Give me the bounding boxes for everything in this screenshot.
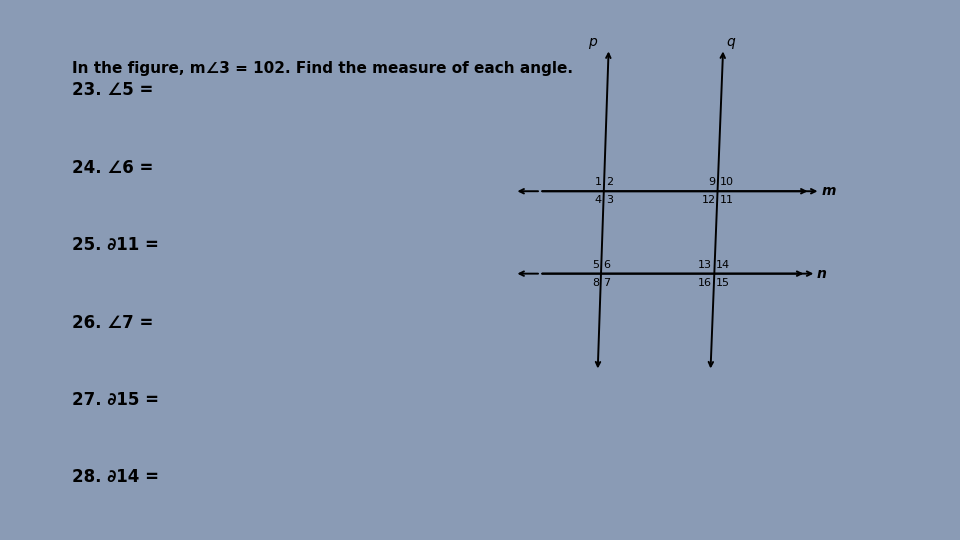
Text: 12: 12: [702, 195, 715, 205]
Text: 4: 4: [594, 195, 602, 205]
Text: n: n: [817, 267, 827, 281]
Text: 28. ∂14 =: 28. ∂14 =: [72, 468, 159, 487]
Text: 3: 3: [606, 195, 612, 205]
Text: m: m: [822, 184, 836, 198]
Text: 25. ∂11 =: 25. ∂11 =: [72, 236, 158, 254]
Text: 16: 16: [698, 278, 712, 288]
Text: q: q: [727, 35, 735, 49]
Text: p: p: [588, 35, 597, 49]
Text: 10: 10: [720, 177, 733, 187]
Text: 26. ∠7 =: 26. ∠7 =: [72, 314, 154, 332]
Text: 23. ∠5 =: 23. ∠5 =: [72, 82, 154, 99]
Text: In the figure, m∠3 = 102. Find the measure of each angle.: In the figure, m∠3 = 102. Find the measu…: [72, 62, 573, 76]
Text: 5: 5: [592, 260, 599, 269]
Text: 15: 15: [716, 278, 731, 288]
Text: 13: 13: [698, 260, 712, 269]
Text: 2: 2: [606, 177, 612, 187]
Text: 9: 9: [708, 177, 715, 187]
Text: 6: 6: [603, 260, 610, 269]
Text: 14: 14: [716, 260, 731, 269]
Text: 1: 1: [595, 177, 602, 187]
Text: 27. ∂15 =: 27. ∂15 =: [72, 391, 159, 409]
Text: 24. ∠6 =: 24. ∠6 =: [72, 159, 154, 177]
Text: 7: 7: [603, 278, 611, 288]
Text: 11: 11: [720, 195, 733, 205]
Text: 8: 8: [592, 278, 599, 288]
